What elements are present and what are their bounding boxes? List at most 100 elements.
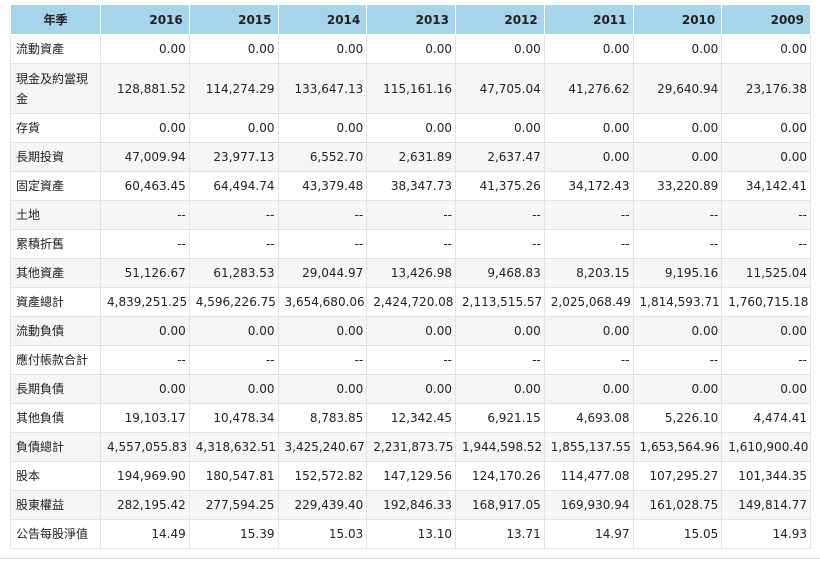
table-cell: 4,318,632.51 <box>188 432 279 462</box>
table-row: 土地 -- -- -- -- -- -- -- -- <box>10 200 811 230</box>
table-cell: 0.00 <box>366 316 456 346</box>
table-cell: 2,025,068.49 <box>543 287 634 317</box>
table-cell: 4,693.08 <box>543 403 634 433</box>
table-cell: 0.00 <box>100 374 190 404</box>
table-cell: -- <box>277 229 368 259</box>
table-cell: 1,944,598.52 <box>455 432 545 462</box>
row-label: 其他負債 <box>10 403 101 433</box>
table-row: 股東權益 282,195.42 277,594.25 229,439.40 192,84… <box>10 490 811 520</box>
table-cell: 0.00 <box>455 374 545 404</box>
table-cell: 47,705.04 <box>455 63 545 114</box>
row-label: 流動負債 <box>10 316 101 346</box>
table-cell: 0.00 <box>100 34 190 64</box>
table-cell: 0.00 <box>100 316 190 346</box>
table-cell: 1,610,900.40 <box>721 432 811 462</box>
table-cell: 0.00 <box>632 316 723 346</box>
table-cell: 0.00 <box>277 113 368 143</box>
table-cell: 19,103.17 <box>100 403 190 433</box>
row-label: 長期負債 <box>10 374 101 404</box>
table-cell: 12,342.45 <box>366 403 456 433</box>
table-cell: 9,468.83 <box>455 258 545 288</box>
row-label: 應付帳款合計 <box>10 345 101 375</box>
table-cell: -- <box>277 345 368 375</box>
table-cell: 0.00 <box>188 113 279 143</box>
table-cell: 180,547.81 <box>188 461 279 491</box>
column-header-year: 2014 <box>277 4 368 35</box>
table-cell: 149,814.77 <box>721 490 811 520</box>
table-cell: 0.00 <box>188 374 279 404</box>
table-cell: 33,220.89 <box>632 171 723 201</box>
table-cell: 60,463.45 <box>100 171 190 201</box>
table-cell: -- <box>721 200 811 230</box>
table-cell: 0.00 <box>632 113 723 143</box>
table-cell: 0.00 <box>455 113 545 143</box>
table-cell: 169,930.94 <box>543 490 634 520</box>
table-cell: 23,977.13 <box>188 142 279 172</box>
table-cell: 229,439.40 <box>277 490 368 520</box>
table-cell: -- <box>721 345 811 375</box>
table-cell: 194,969.90 <box>100 461 190 491</box>
table-cell: 0.00 <box>543 34 634 64</box>
table-cell: 0.00 <box>721 316 811 346</box>
table-cell: 6,552.70 <box>277 142 368 172</box>
table-cell: -- <box>455 229 545 259</box>
table-row: 應付帳款合計 -- -- -- -- -- -- -- -- <box>10 345 811 375</box>
column-header-period: 年季 <box>10 4 101 35</box>
table-cell: -- <box>455 200 545 230</box>
table-cell: 2,231,873.75 <box>366 432 456 462</box>
table-cell: 0.00 <box>455 34 545 64</box>
table-cell: 0.00 <box>366 113 456 143</box>
table-cell: 0.00 <box>543 374 634 404</box>
table-cell: 282,195.42 <box>100 490 190 520</box>
table-cell: 1,653,564.96 <box>632 432 723 462</box>
table-cell: 152,572.82 <box>277 461 368 491</box>
table-cell: 128,881.52 <box>100 63 190 114</box>
table-cell: -- <box>543 200 634 230</box>
table-cell: 0.00 <box>100 113 190 143</box>
table-row: 其他負債 19,103.17 10,478.34 8,783.85 12,342.45 6… <box>10 403 811 433</box>
table-cell: 38,347.73 <box>366 171 456 201</box>
table-cell: -- <box>543 345 634 375</box>
row-label: 股本 <box>10 461 101 491</box>
table-cell: -- <box>366 229 456 259</box>
table-cell: 6,921.15 <box>455 403 545 433</box>
row-label: 存貨 <box>10 113 101 143</box>
table-cell: 192,846.33 <box>366 490 456 520</box>
table-cell: 114,274.29 <box>188 63 279 114</box>
table-cell: 8,203.15 <box>543 258 634 288</box>
table-cell: 41,276.62 <box>543 63 634 114</box>
table-cell: 3,654,680.06 <box>277 287 368 317</box>
row-label: 資產總計 <box>10 287 101 317</box>
table-cell: -- <box>188 345 279 375</box>
table-cell: -- <box>100 345 190 375</box>
table-cell: 133,647.13 <box>277 63 368 114</box>
table-cell: 0.00 <box>277 34 368 64</box>
table-cell: 107,295.27 <box>632 461 723 491</box>
row-label: 負債總計 <box>10 432 101 462</box>
table-cell: -- <box>721 229 811 259</box>
table-cell: 1,760,715.18 <box>721 287 811 317</box>
table-cell: 0.00 <box>543 142 634 172</box>
row-label: 現金及約當現金 <box>10 63 101 114</box>
table-cell: 115,161.16 <box>366 63 456 114</box>
table-cell: 34,142.41 <box>721 171 811 201</box>
table-cell: 5,226.10 <box>632 403 723 433</box>
row-label: 股東權益 <box>10 490 101 520</box>
header-row: 年季 2016 2015 2014 2013 2012 2011 2010 20… <box>10 4 811 35</box>
table-cell: 0.00 <box>366 34 456 64</box>
table-cell: -- <box>632 345 723 375</box>
table-cell: 29,044.97 <box>277 258 368 288</box>
table-cell: 13,426.98 <box>366 258 456 288</box>
table-row: 負債總計 4,557,055.83 4,318,632.51 3,425,240.67… <box>10 432 811 462</box>
table-cell: 0.00 <box>721 34 811 64</box>
table-cell: 0.00 <box>721 374 811 404</box>
row-label: 公告每股淨值 <box>10 519 101 549</box>
table-row: 資產總計 4,839,251.25 4,596,226.75 3,654,680.06… <box>10 287 811 317</box>
table-cell: 0.00 <box>455 316 545 346</box>
table-row: 存貨 0.00 0.00 0.00 0.00 0.00 0.00 0.00 0.00 <box>10 113 811 143</box>
table-cell: 0.00 <box>277 374 368 404</box>
table-cell: 14.97 <box>543 519 634 549</box>
row-label: 流動資產 <box>10 34 101 64</box>
column-header-year: 2015 <box>188 4 279 35</box>
table-cell: -- <box>188 229 279 259</box>
